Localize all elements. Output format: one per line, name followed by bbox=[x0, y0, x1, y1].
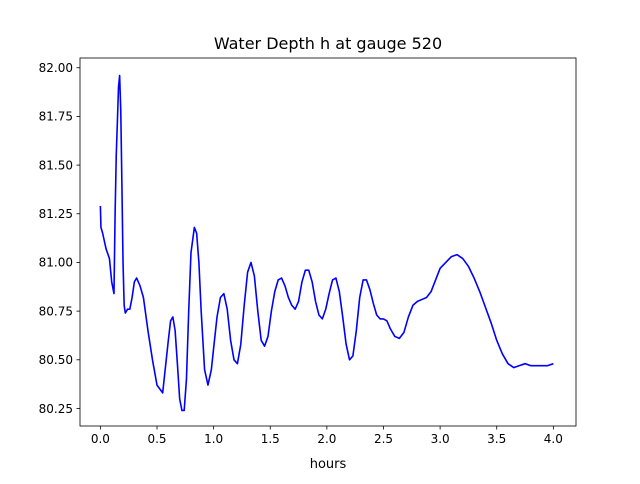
chart-title: Water Depth h at gauge 520 bbox=[214, 34, 442, 53]
x-tick-label: 2.5 bbox=[374, 432, 393, 446]
x-tick-label: 1.5 bbox=[261, 432, 280, 446]
y-tick-label: 81.50 bbox=[39, 158, 73, 172]
y-tick-label: 80.75 bbox=[39, 304, 73, 318]
axes-frame bbox=[79, 57, 577, 427]
series-line-1 bbox=[99, 74, 554, 412]
x-tick-label: 4.0 bbox=[544, 432, 563, 446]
x-tick-label: 2.0 bbox=[317, 432, 336, 446]
y-tick-label: 81.75 bbox=[39, 110, 73, 124]
y-tick-label: 81.00 bbox=[39, 256, 73, 270]
x-axis-label: hours bbox=[310, 457, 347, 472]
x-tick-label: 0.0 bbox=[91, 432, 110, 446]
x-tick-label: 0.5 bbox=[147, 432, 166, 446]
x-axis: 0.0 0.5 1.0 1.5 2.0 2.5 3.0 3.5 4.0 bbox=[91, 426, 563, 446]
y-axis: 80.25 80.50 80.75 81.00 81.25 81.50 81.75 82.00 bbox=[39, 61, 80, 416]
plot-area bbox=[79, 57, 577, 427]
y-tick-label: 81.25 bbox=[39, 207, 73, 221]
x-tick-label: 1.0 bbox=[204, 432, 223, 446]
x-tick-label: 3.0 bbox=[431, 432, 450, 446]
x-tick-label: 3.5 bbox=[487, 432, 506, 446]
y-tick-label: 80.25 bbox=[39, 402, 73, 416]
y-tick-label: 82.00 bbox=[39, 61, 73, 75]
y-tick-label: 80.50 bbox=[39, 353, 73, 367]
